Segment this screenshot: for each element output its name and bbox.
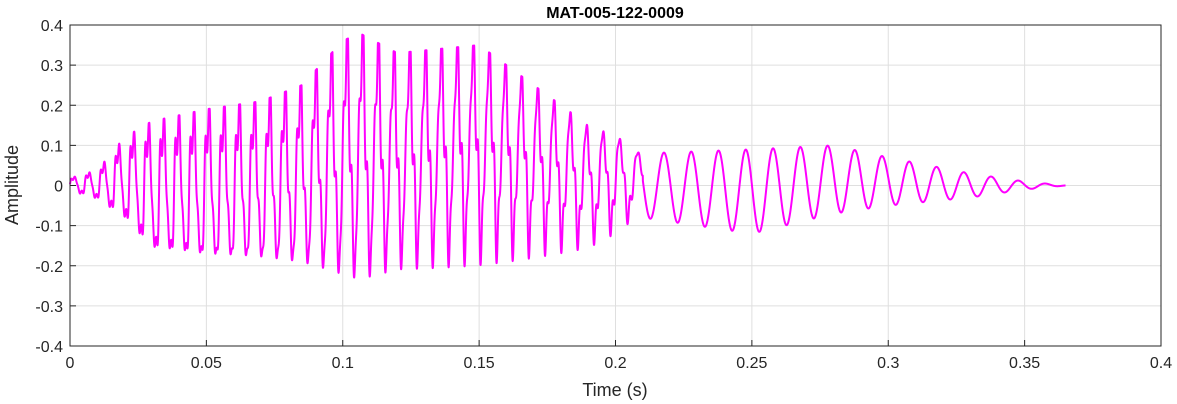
y-tick-label: 0.1 — [41, 138, 63, 155]
y-tick-label: 0.3 — [41, 58, 63, 75]
x-axis-label: Time (s) — [582, 380, 647, 400]
x-tick-label: 0.15 — [464, 355, 495, 372]
y-axis-label: Amplitude — [2, 145, 22, 225]
x-tick-label: 0.05 — [191, 355, 222, 372]
y-tick-label: 0.4 — [41, 18, 63, 35]
y-tick-label: -0.2 — [35, 259, 63, 276]
y-tick-label: -0.3 — [35, 299, 63, 316]
x-tick-label: 0.2 — [604, 355, 626, 372]
y-tick-label: 0.2 — [41, 98, 63, 115]
x-tick-label: 0.1 — [332, 355, 354, 372]
y-tick-label: -0.4 — [35, 339, 63, 356]
y-tick-label: -0.1 — [35, 219, 63, 236]
x-tick-label: 0.3 — [877, 355, 899, 372]
x-tick-label: 0 — [66, 355, 75, 372]
x-tick-label: 0.25 — [736, 355, 767, 372]
y-tick-label: 0 — [54, 179, 63, 196]
x-tick-label: 0.4 — [1150, 355, 1172, 372]
chart-title: MAT-005-122-0009 — [546, 5, 684, 22]
x-tick-label: 0.35 — [1009, 355, 1040, 372]
